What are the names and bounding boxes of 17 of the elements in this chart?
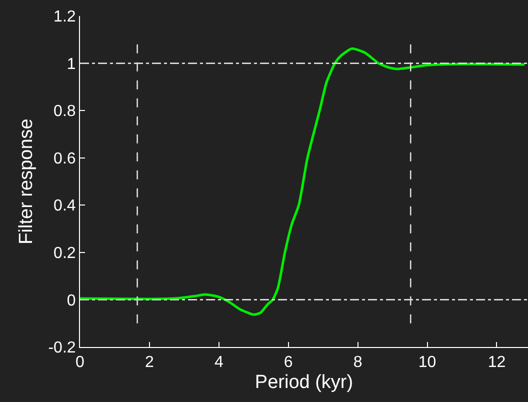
y-tick-label: 0.2 xyxy=(54,245,76,262)
x-tick-label: 8 xyxy=(353,354,362,372)
y-tick-label: 0.4 xyxy=(54,198,76,215)
y-tick-label: 0.8 xyxy=(54,103,76,120)
x-tick-label: 6 xyxy=(284,354,293,372)
x-tick-label: 4 xyxy=(214,354,224,372)
y-axis-title: Filter response xyxy=(16,118,37,244)
y-tick-label: 0.6 xyxy=(54,150,76,168)
x-tick-label: 10 xyxy=(418,354,436,372)
y-tick-label: -0.2 xyxy=(48,340,76,357)
x-tick-label: 12 xyxy=(488,354,506,372)
y-tick-label: 1 xyxy=(66,56,76,73)
x-axis-title: Period (kyr) xyxy=(254,372,354,393)
x-tick-label: 2 xyxy=(145,354,154,372)
line-series xyxy=(80,47,526,316)
y-tick-label: 1.2 xyxy=(54,8,76,26)
y-tick-label: 0 xyxy=(66,292,76,310)
